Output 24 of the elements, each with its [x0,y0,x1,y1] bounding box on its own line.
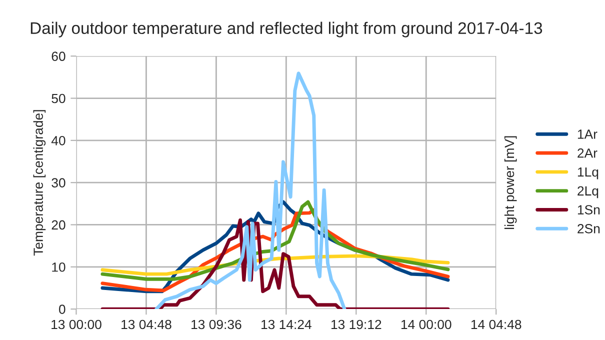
legend-label: 1Sn [578,205,600,214]
x-tick-label: 13 04:48 [122,320,172,330]
x-tick-label: 13 14:24 [261,320,312,330]
y-tick-label: 40 [51,136,66,146]
legend-label: 1Ar [578,130,598,139]
legend-label: 2Lq [578,186,598,198]
legend-label: 2Ar [578,148,598,158]
y-tick-label: 30 [52,178,66,188]
line-series [154,72,346,310]
y2-axis-title: light power [mV] [504,136,517,229]
y-tick-label: 60 [52,52,66,62]
y-tick-label: 50 [52,94,66,104]
x-tick-label: 13 00:00 [52,320,102,330]
legend-label: 1Lq [578,167,598,180]
y-axis-title: Temperature [centigrade] [33,110,46,256]
y-tick-label: 0 [58,304,66,314]
x-tick-label: 13 19:12 [331,320,382,330]
x-tick-label: 14 00:00 [401,320,452,330]
y-tick-label: 20 [52,220,66,230]
legend-label: 2Sn [578,224,600,234]
x-tick-label: 13 09:36 [192,320,242,330]
chart-title: Daily outdoor temperature and reflected light from ground 2017-04-13 [30,22,542,38]
y-tick-label: 10 [52,262,66,272]
x-tick-label: 14 04:48 [471,320,522,330]
